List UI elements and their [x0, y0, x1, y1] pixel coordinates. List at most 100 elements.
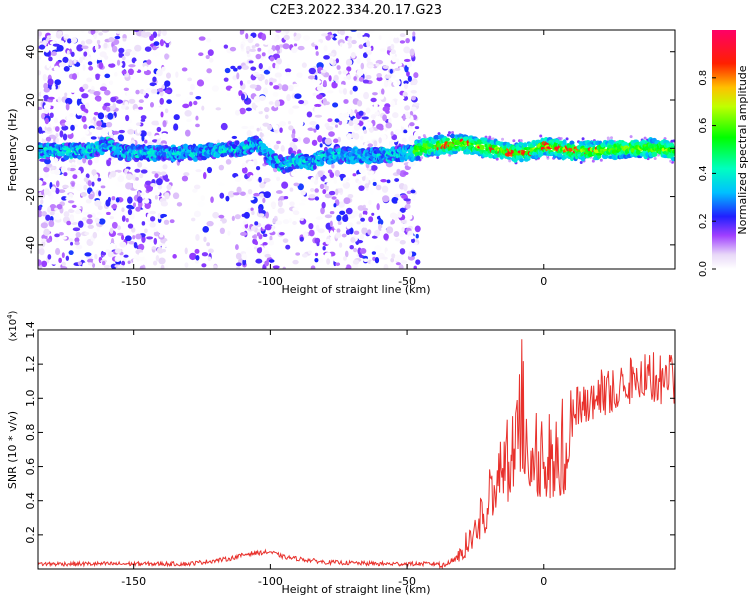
spectrogram-xlabel: Height of straight line (km): [281, 283, 430, 296]
spectrogram-speckle: [166, 184, 172, 191]
spectrogram-speckle: [282, 266, 287, 269]
chart-title: C2E3.2022.334.20.17.G23: [270, 3, 442, 18]
spectrogram-speckle: [121, 260, 126, 266]
spectrogram-speckle: [61, 252, 65, 259]
spectrogram-speckle: [275, 44, 281, 51]
spectrogram-speckle: [394, 67, 401, 71]
spectrogram-speckle: [386, 226, 394, 234]
spectrogram-speckle: [107, 196, 111, 203]
spectrogram-speckle: [195, 169, 202, 173]
spectrogram-speckle: [87, 214, 93, 219]
spectrogram-speckle: [99, 86, 108, 92]
spectrogram-speckle: [50, 186, 56, 193]
x-tick-label: -100: [258, 575, 283, 588]
spectrogram-speckle: [55, 54, 61, 59]
spectrogram-speckle: [309, 121, 317, 126]
spectrogram-speckle: [247, 188, 253, 195]
spectrogram-speckle: [54, 233, 60, 238]
spectrogram-speckle: [85, 198, 92, 204]
spectrogram-speckle: [140, 118, 146, 122]
spectrogram-speckle: [250, 207, 254, 211]
spectrogram-speckle: [94, 43, 99, 51]
spectrogram-speckle: [130, 50, 137, 56]
spectrogram-speckle: [331, 33, 338, 41]
spectrogram-speckle: [235, 244, 239, 251]
spectrogram-ridge-cell: [488, 153, 494, 159]
spectrogram-speckle: [350, 237, 356, 243]
spectrogram-speckle: [273, 85, 280, 90]
spectrogram-speckle: [145, 87, 152, 93]
spectrogram-speckle: [343, 76, 348, 81]
spectrogram-speckle: [326, 90, 334, 94]
spectrogram-speckle: [263, 191, 271, 199]
spectrogram-speckle: [106, 159, 112, 167]
spectrogram-speckle: [265, 181, 273, 188]
spectrogram-speckle: [401, 226, 405, 233]
spectrogram-speckle: [141, 221, 146, 226]
spectrogram-ridge-cell: [670, 156, 675, 162]
spectrogram-speckle: [132, 202, 137, 208]
spectrogram-speckle: [71, 182, 75, 187]
spectrogram-speckle: [327, 118, 333, 123]
spectrogram-speckle: [356, 32, 362, 39]
spectrogram-ridge-cell: [290, 153, 295, 159]
spectrogram-speckle: [58, 231, 64, 236]
spectrogram-ridge-cell: [672, 149, 675, 154]
spectrogram-speckle: [339, 210, 346, 216]
spectrogram-speckle: [164, 53, 170, 60]
spectrogram-speckle: [376, 203, 380, 211]
spectrogram-speckle: [58, 62, 67, 67]
spectrogram-speckle: [95, 126, 103, 130]
spectrogram-speckle: [152, 108, 160, 116]
spectrogram-speckle: [410, 89, 417, 94]
spectrogram-speckle: [377, 219, 384, 226]
spectrogram-speckle: [252, 235, 256, 239]
spectrogram-speckle: [333, 138, 339, 144]
spectrogram-speckle: [44, 117, 49, 125]
spectrogram-speckle: [392, 112, 399, 119]
spectrogram-speckle: [283, 34, 290, 41]
spectrogram-speckle: [134, 81, 140, 89]
spectrogram-speckle: [73, 59, 77, 64]
spectrogram-speckle: [45, 136, 52, 142]
spectrogram-speckle: [213, 265, 218, 269]
spectrogram-speckle: [291, 133, 296, 139]
snr-y-axis: 0.2 0.4 0.6 0.8 1.0 1.2 1.4: [24, 321, 675, 544]
spectrogram-speckle: [164, 89, 171, 94]
spectrogram-speckle: [97, 181, 105, 186]
spectrogram-speckle: [92, 231, 98, 239]
spectrogram-speckle: [255, 120, 261, 125]
spectrogram-speckle: [350, 52, 356, 59]
spectrogram-speckle: [288, 108, 294, 115]
spectrogram-ridge-cell: [556, 153, 563, 158]
spectrogram-speckle: [195, 234, 200, 241]
spectrogram-speckle: [66, 220, 72, 226]
spectrogram-speckle: [403, 129, 408, 134]
spectrogram-speckle: [293, 182, 300, 187]
spectrogram-speckle: [159, 97, 164, 105]
spectrogram-speckle: [40, 238, 47, 242]
spectrogram-speckle: [173, 123, 179, 131]
spectrogram-ridge-cell: [63, 154, 70, 161]
spectrogram-speckle: [117, 264, 125, 269]
spectrogram-speckle: [381, 185, 389, 193]
spectrogram-speckle: [301, 253, 308, 258]
spectrogram-speckle: [314, 188, 319, 193]
spectrogram-speckle: [195, 96, 202, 100]
spectrogram-speckle: [399, 40, 406, 44]
spectrogram-speckle: [149, 102, 155, 108]
spectrogram-speckle: [93, 111, 99, 116]
spectrogram-speckle: [333, 223, 339, 230]
spectrogram-speckle: [143, 198, 150, 204]
spectrogram-speckle: [331, 196, 337, 200]
spectrogram-speckle: [56, 44, 64, 52]
spectrogram-speckle: [270, 225, 275, 231]
spectrogram-speckle: [160, 111, 164, 118]
spectrogram-speckle: [351, 67, 357, 75]
spectrogram-speckle: [132, 235, 136, 240]
spectrogram-speckle: [343, 119, 348, 124]
spectrogram-speckle: [399, 170, 407, 177]
spectrogram-speckle: [411, 238, 416, 244]
spectrogram-speckle: [140, 115, 147, 120]
spectrogram-speckle: [381, 256, 388, 260]
